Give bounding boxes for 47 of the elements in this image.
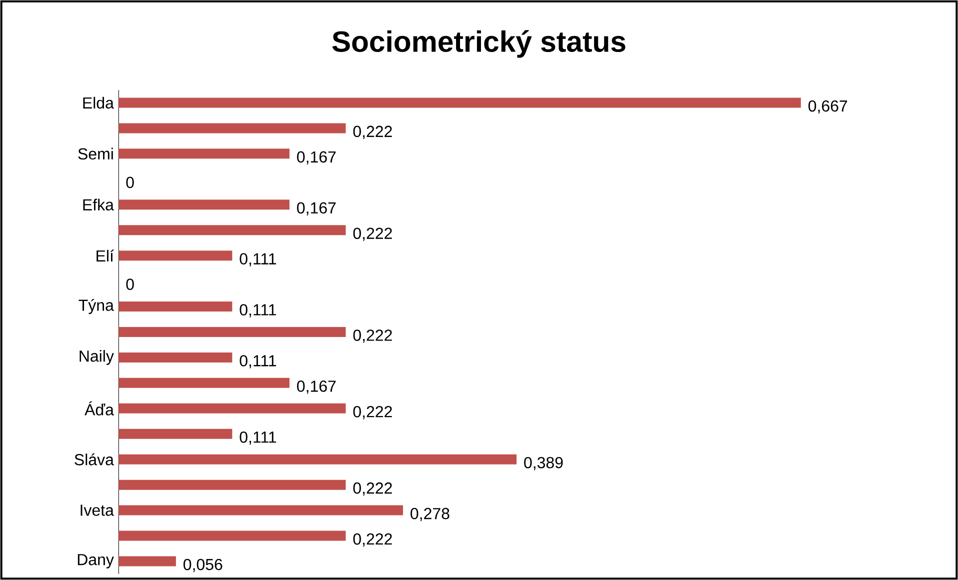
bar: [118, 530, 346, 541]
y-tick-label: Dany: [78, 554, 114, 568]
bar: [118, 428, 232, 439]
data-label: 0,667: [808, 100, 848, 114]
bar: [118, 148, 290, 159]
y-tick-label: Sláva: [74, 453, 114, 466]
data-label: 0,111: [240, 253, 276, 266]
y-tick-label: Naily: [80, 350, 114, 365]
y-tick-label: Áďa: [84, 401, 114, 416]
y-tick-label: Efka: [83, 198, 114, 210]
bar: [118, 200, 290, 210]
data-label: 0,222: [353, 482, 392, 496]
bar: [118, 123, 346, 134]
bar: [118, 326, 346, 337]
data-label: 0,278: [410, 508, 450, 522]
data-label: 0,222: [353, 126, 392, 140]
data-label: 0,167: [297, 202, 336, 216]
data-label: 0,389: [524, 456, 563, 470]
data-label: 0,111: [240, 431, 276, 445]
data-label: 0,111: [240, 355, 276, 368]
data-label: 0,222: [353, 330, 392, 343]
bar: [118, 250, 232, 261]
bar: [118, 480, 346, 490]
data-label: 0,056: [184, 558, 222, 572]
data-label: 0,222: [353, 228, 392, 241]
data-label: 0,167: [297, 151, 336, 164]
bar: [118, 225, 346, 236]
chart-title: Sociometrický status: [332, 30, 626, 58]
bar: [118, 378, 290, 388]
data-label: 0,111: [240, 304, 276, 318]
y-tick-label: Elda: [83, 96, 114, 109]
bar: [118, 454, 517, 464]
data-label: 0: [126, 278, 134, 290]
bar: [118, 302, 232, 312]
y-tick-label: Týna: [78, 298, 114, 314]
data-label: 0,167: [297, 380, 336, 394]
data-label: 0: [126, 176, 134, 188]
y-tick-label: Iveta: [80, 504, 114, 516]
y-tick-label: Semi: [78, 148, 113, 160]
bar: [118, 403, 346, 414]
data-label: 0,222: [353, 406, 392, 420]
bar: [118, 505, 404, 516]
bar: [118, 352, 232, 362]
data-label: 0,222: [353, 533, 392, 547]
y-tick-label: Elí: [96, 250, 114, 262]
bar: [118, 98, 801, 108]
bar: [118, 556, 176, 566]
